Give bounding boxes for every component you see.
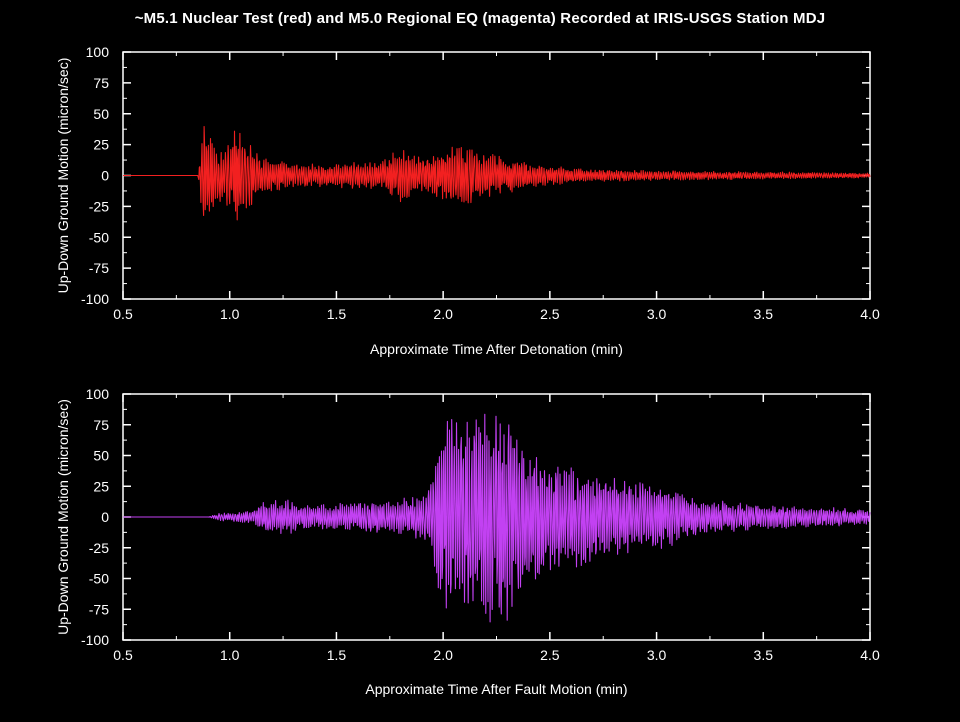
bottom-y-tick-label: 25 — [93, 478, 109, 494]
top-x-tick-label: 0.5 — [113, 306, 133, 322]
bottom-x-tick-label: 4.0 — [860, 647, 880, 663]
bottom-x-axis-label: Approximate Time After Fault Motion (min… — [365, 681, 627, 697]
top-x-tick-label: 4.0 — [860, 306, 880, 322]
bottom-x-tick-label: 2.5 — [540, 647, 560, 663]
top-y-tick-label: 100 — [86, 44, 110, 60]
bottom-y-tick-label: 75 — [93, 417, 109, 433]
top-y-tick-label: 0 — [101, 168, 109, 184]
bottom-y-tick-label: 0 — [101, 509, 109, 525]
top-x-tick-label: 2.5 — [540, 306, 560, 322]
top-y-tick-label: -100 — [81, 291, 109, 307]
top-x-tick-label: 2.0 — [433, 306, 453, 322]
bottom-waveform-series-0 — [122, 413, 871, 623]
bottom-x-tick-label: 3.5 — [754, 647, 774, 663]
top-y-tick-label: -75 — [89, 260, 109, 276]
top-x-axis-label: Approximate Time After Detonation (min) — [370, 341, 623, 357]
bottom-y-tick-label: -100 — [81, 632, 109, 648]
bottom-x-tick-label: 2.0 — [433, 647, 453, 663]
bottom-y-axis-label: Up-Down Ground Motion (micron/sec) — [55, 399, 71, 635]
bottom-x-tick-label: 1.5 — [327, 647, 347, 663]
top-x-tick-label: 1.0 — [220, 306, 240, 322]
bottom-x-tick-label: 1.0 — [220, 647, 240, 663]
top-x-tick-label: 3.0 — [647, 306, 667, 322]
top-waveform-series-0 — [122, 125, 871, 221]
top-y-tick-label: 25 — [93, 137, 109, 153]
top-x-tick-label: 3.5 — [754, 306, 774, 322]
chart-title: ~M5.1 Nuclear Test (red) and M5.0 Region… — [134, 10, 826, 27]
bottom-y-tick-label: 50 — [93, 448, 109, 464]
bottom-y-tick-label: 100 — [86, 386, 110, 402]
top-y-tick-label: 75 — [93, 75, 109, 91]
top-y-tick-label: 50 — [93, 106, 109, 122]
bottom-y-tick-label: -25 — [89, 540, 109, 556]
bottom-x-tick-label: 3.0 — [647, 647, 667, 663]
top-y-tick-label: -25 — [89, 198, 109, 214]
bottom-x-tick-label: 0.5 — [113, 647, 133, 663]
top-x-tick-label: 1.5 — [327, 306, 347, 322]
top-y-tick-label: -50 — [89, 229, 109, 245]
bottom-y-tick-label: -50 — [89, 571, 109, 587]
bottom-y-tick-label: -75 — [89, 601, 109, 617]
top-y-axis-label: Up-Down Ground Motion (micron/sec) — [55, 58, 71, 294]
